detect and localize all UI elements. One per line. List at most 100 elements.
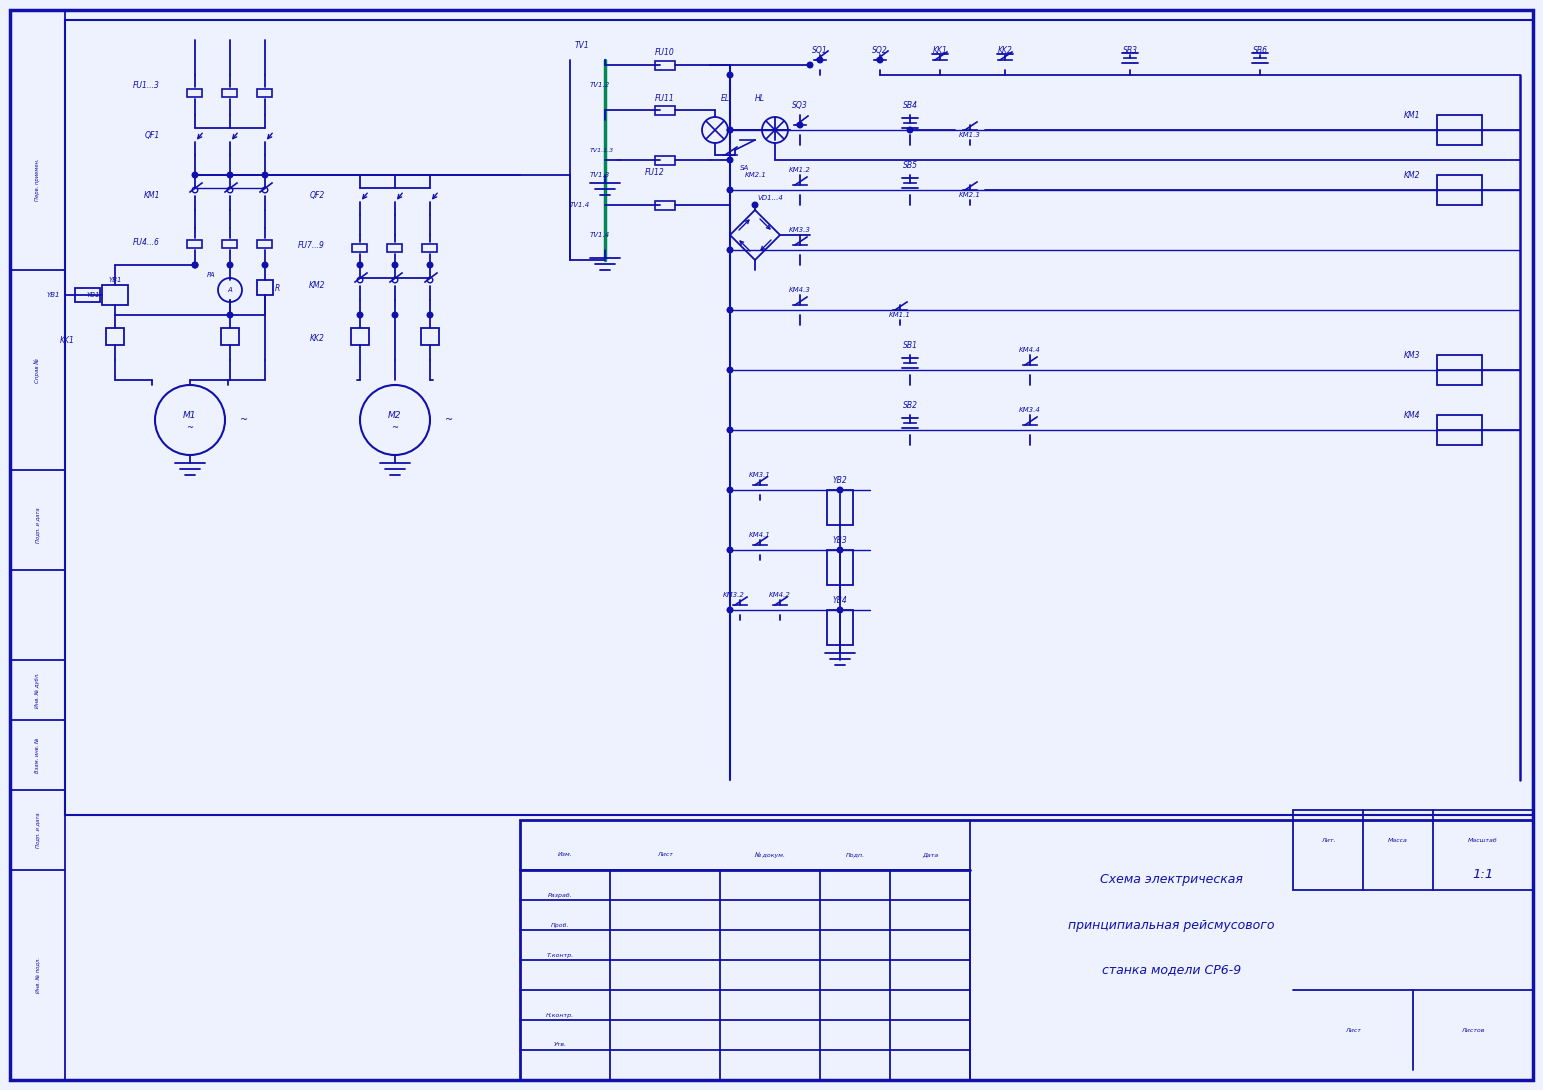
Text: Утв.: Утв.: [554, 1042, 566, 1047]
Text: Н.контр.: Н.контр.: [546, 1013, 574, 1017]
Text: Подп. и дата: Подп. и дата: [35, 812, 40, 848]
Text: VD1...4: VD1...4: [758, 195, 782, 201]
Text: KK2: KK2: [310, 334, 326, 342]
Text: SQ3: SQ3: [792, 100, 809, 109]
Text: SB1: SB1: [903, 340, 918, 350]
Text: SA: SA: [741, 165, 750, 171]
Text: Инв. № подл.: Инв. № подл.: [35, 957, 40, 993]
Text: 1:1: 1:1: [1472, 869, 1494, 882]
Text: FU12: FU12: [645, 168, 665, 177]
Circle shape: [727, 486, 733, 494]
Text: ~: ~: [187, 424, 193, 433]
Bar: [65, 20, 1534, 815]
Bar: [1438, 175, 1483, 205]
Text: ~: ~: [392, 424, 398, 433]
Text: KM1.3: KM1.3: [960, 132, 981, 138]
Circle shape: [426, 312, 434, 318]
Text: KM2.1: KM2.1: [745, 172, 767, 178]
Text: TV1.3: TV1.3: [589, 172, 609, 178]
Text: ~: ~: [241, 415, 248, 425]
Text: станка модели СР6-9: станка модели СР6-9: [1102, 964, 1241, 977]
Text: Проб.: Проб.: [551, 922, 569, 928]
Text: KM2: KM2: [309, 280, 326, 290]
Bar: [654, 156, 674, 165]
Text: SB6: SB6: [1253, 46, 1267, 54]
Circle shape: [261, 262, 268, 268]
Text: KM3.3: KM3.3: [788, 227, 812, 233]
Text: SB5: SB5: [903, 160, 918, 170]
Bar: [188, 240, 202, 249]
Bar: [258, 89, 273, 97]
Bar: [827, 610, 853, 645]
Circle shape: [392, 312, 398, 318]
Bar: [1438, 116, 1483, 145]
Circle shape: [836, 486, 844, 494]
Text: KM4.4: KM4.4: [1018, 347, 1042, 353]
Text: Разраб.: Разраб.: [548, 893, 572, 897]
Bar: [222, 240, 238, 249]
Text: M1: M1: [184, 411, 198, 420]
Circle shape: [727, 157, 733, 164]
Text: FU1...3: FU1...3: [133, 81, 160, 89]
Text: YB1: YB1: [46, 292, 60, 298]
Text: KM1: KM1: [143, 191, 160, 199]
Circle shape: [727, 366, 733, 374]
Text: TV1.4: TV1.4: [569, 202, 589, 208]
Text: Листов: Листов: [1461, 1028, 1484, 1032]
Text: FU11: FU11: [656, 94, 674, 102]
Text: YB1: YB1: [86, 292, 100, 298]
Text: KM4.2: KM4.2: [768, 592, 792, 598]
Text: Инв. № дубл.: Инв. № дубл.: [35, 673, 40, 707]
Text: KM4: KM4: [1404, 411, 1420, 420]
Circle shape: [727, 126, 733, 133]
Text: Подп. и дата: Подп. и дата: [35, 507, 40, 543]
Bar: [76, 288, 100, 302]
Text: Взам. инв. №: Взам. инв. №: [35, 737, 40, 773]
Bar: [520, 820, 1534, 1080]
Bar: [654, 106, 674, 114]
Circle shape: [426, 262, 434, 268]
Text: TV1.4: TV1.4: [589, 232, 609, 238]
Text: QF1: QF1: [145, 131, 160, 140]
Text: KM3.1: KM3.1: [748, 472, 772, 479]
Bar: [258, 280, 273, 295]
Circle shape: [356, 262, 364, 268]
Circle shape: [727, 186, 733, 194]
Text: TV1.1.3: TV1.1.3: [589, 147, 614, 153]
Bar: [421, 328, 440, 346]
Text: TV1.2: TV1.2: [589, 82, 609, 88]
Text: SB2: SB2: [903, 400, 918, 410]
Text: YB3: YB3: [833, 535, 847, 545]
Bar: [1438, 415, 1483, 445]
Circle shape: [727, 72, 733, 78]
Text: KM1: KM1: [1404, 110, 1420, 120]
Text: KM4.1: KM4.1: [748, 532, 772, 538]
Text: KM4.3: KM4.3: [788, 287, 812, 293]
Circle shape: [261, 171, 268, 179]
Text: SB4: SB4: [903, 100, 918, 109]
Circle shape: [876, 57, 884, 63]
Circle shape: [727, 126, 733, 133]
Circle shape: [796, 121, 804, 129]
Text: Масштаб: Масштаб: [1467, 837, 1498, 843]
Bar: [102, 284, 128, 305]
Text: № докум.: № докум.: [755, 852, 785, 858]
Text: YB4: YB4: [833, 595, 847, 605]
Circle shape: [751, 202, 759, 208]
Text: KM2: KM2: [1404, 170, 1420, 180]
Circle shape: [191, 262, 199, 268]
Text: FU4...6: FU4...6: [133, 238, 160, 246]
Text: KM3.2: KM3.2: [724, 592, 745, 598]
Text: FU10: FU10: [656, 48, 674, 57]
Circle shape: [727, 426, 733, 434]
Text: Перв. приемен.: Перв. приемен.: [35, 159, 40, 202]
Bar: [9, 10, 65, 1080]
Bar: [350, 328, 369, 346]
Circle shape: [816, 57, 824, 63]
Circle shape: [227, 171, 233, 179]
Bar: [654, 201, 674, 209]
Text: YB1: YB1: [108, 277, 122, 283]
Text: Т.контр.: Т.контр.: [546, 953, 574, 957]
Text: KK1: KK1: [60, 336, 76, 344]
Circle shape: [727, 546, 733, 554]
